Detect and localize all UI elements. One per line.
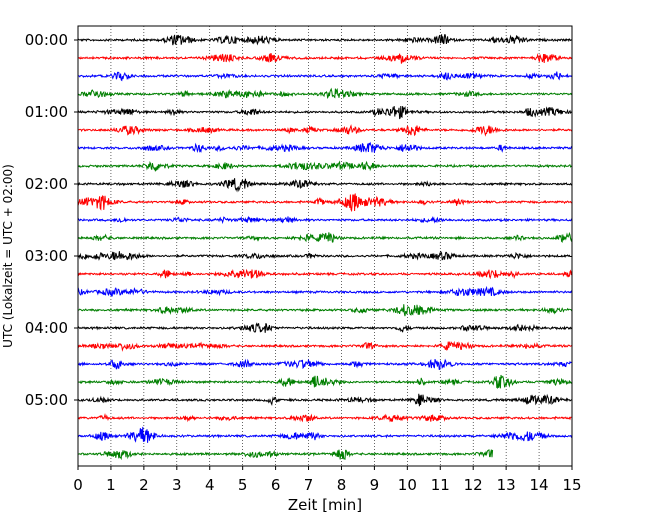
x-tick-label: 6 [271, 476, 281, 494]
y-tick-label: 00:00 [25, 31, 68, 49]
seismic-trace [77, 160, 573, 172]
x-tick-label: 8 [337, 476, 347, 494]
seismic-trace [77, 215, 573, 225]
y-tick-label: 03:00 [25, 247, 68, 265]
seismic-trace [77, 178, 573, 193]
x-tick-label: 3 [172, 476, 182, 494]
y-axis-ticks: 00:00 01:00 02:00 03:00 04:00 05:00 [25, 31, 78, 409]
x-tick-label: 11 [431, 476, 450, 494]
x-tick-label: 0 [73, 476, 83, 494]
seismic-trace [77, 250, 572, 261]
seismic-trace [77, 358, 572, 371]
seismic-trace [77, 412, 572, 423]
y-tick-label: 05:00 [25, 391, 68, 409]
x-tick-label: 2 [139, 476, 149, 494]
x-tick-label: 1 [106, 476, 116, 494]
seismic-trace [77, 87, 573, 99]
seismic-trace [77, 449, 494, 461]
y-tick-label: 04:00 [25, 319, 68, 337]
x-tick-label: 5 [238, 476, 248, 494]
seismic-trace [77, 374, 573, 389]
grid-lines [110, 26, 540, 466]
y-tick-label: 01:00 [25, 103, 68, 121]
x-tick-label: 4 [205, 476, 215, 494]
seismic-trace [77, 285, 573, 297]
x-tick-label: 13 [497, 476, 516, 494]
seismic-trace [77, 426, 573, 443]
x-tick-label: 10 [398, 476, 417, 494]
x-tick-label: 7 [304, 476, 314, 494]
seismic-trace [77, 106, 573, 120]
x-tick-label: 9 [370, 476, 380, 494]
seismic-trace [77, 52, 573, 64]
seismic-trace [77, 124, 573, 137]
x-tick-label: 15 [562, 476, 581, 494]
seismic-trace [77, 34, 572, 46]
seismic-trace [77, 268, 573, 280]
x-axis-label: Zeit [min] [288, 496, 362, 514]
plot-frame [77, 25, 573, 467]
seismic-trace [77, 393, 572, 407]
y-axis-label: UTC (Lokalzeit = UTC + 02:00) [1, 164, 15, 348]
x-tick-label: 14 [530, 476, 549, 494]
seismic-traces [77, 34, 573, 461]
x-axis-ticks: 0 1 2 3 4 5 6 7 8 9 10 11 12 13 14 15 [73, 466, 582, 494]
x-tick-label: 12 [464, 476, 483, 494]
seismic-trace [77, 322, 573, 333]
seismic-trace [77, 193, 572, 213]
seismic-trace [77, 231, 573, 243]
seismic-trace [77, 141, 573, 154]
seismic-trace [77, 71, 573, 82]
y-tick-label: 02:00 [25, 175, 68, 193]
seismic-trace [77, 340, 573, 352]
seismic-trace [77, 304, 573, 317]
